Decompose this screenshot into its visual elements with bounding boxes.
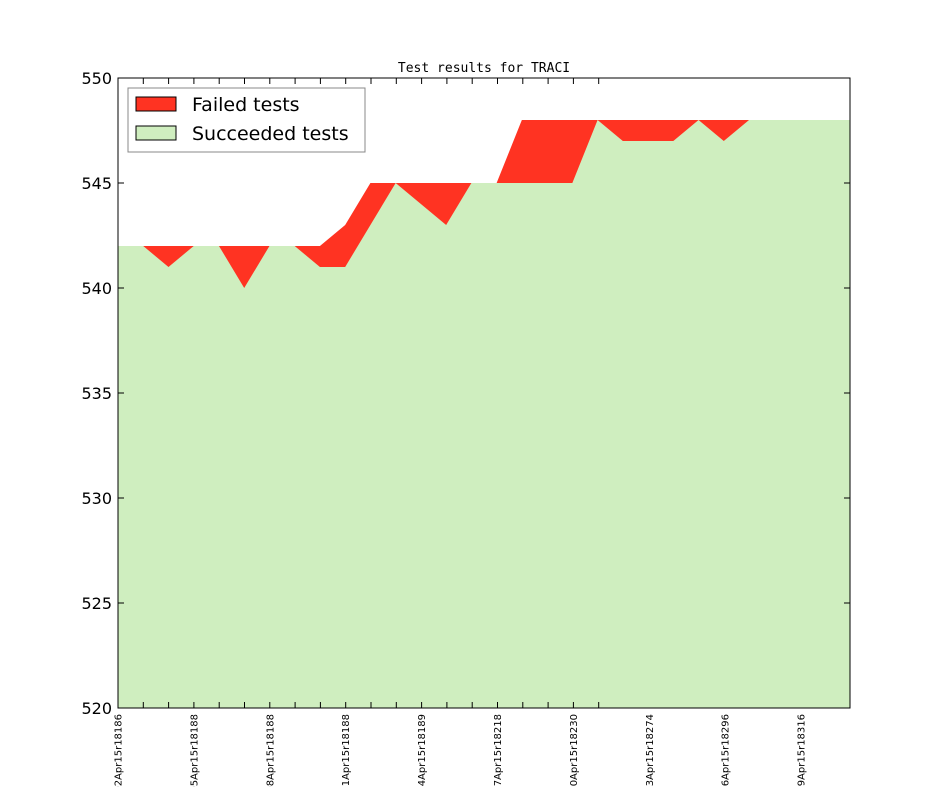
- x-tick-label: 05Apr15r18188: [189, 714, 200, 787]
- legend-label-succeeded: Succeeded tests: [192, 123, 349, 145]
- legend-swatch-failed: [135, 96, 177, 112]
- y-tick-label: 545: [81, 174, 112, 193]
- plot-area: [118, 78, 850, 708]
- y-axis-tick-labels: 520 525 530 535 540 545 550: [81, 69, 112, 718]
- x-axis-tick-labels: 02Apr15r18186 05Apr15r18188 08Apr15r18188 1…: [114, 714, 808, 787]
- plot-frame: [117, 77, 851, 709]
- x-tick-label: 26Apr15r18296: [721, 714, 732, 787]
- legend-swatch-succeeded: [135, 125, 177, 141]
- chart-title: Test results for TRACI: [398, 61, 570, 76]
- x-tick-label: 11Apr15r18188: [341, 714, 352, 787]
- legend: Failed tests Succeeded tests: [127, 87, 366, 153]
- legend-label-failed: Failed tests: [192, 94, 300, 116]
- succeeded-tests-area: [118, 120, 850, 708]
- x-tick-label: 02Apr15r18186: [114, 714, 125, 787]
- x-tick-label: 14Apr15r18189: [417, 714, 428, 787]
- x-tick-label: 29Apr15r18316: [797, 714, 808, 787]
- y-tick-label: 525: [81, 594, 112, 613]
- x-tick-label: 08Apr15r18188: [265, 714, 276, 787]
- x-tick-label: 17Apr15r18218: [493, 714, 504, 787]
- y-tick-label: 540: [81, 279, 112, 298]
- x-tick-label: 23Apr15r18274: [645, 714, 656, 787]
- y-tick-label: 520: [81, 699, 112, 718]
- x-tick-label: 20Apr15r18230: [569, 714, 580, 787]
- y-tick-label: 535: [81, 384, 112, 403]
- y-tick-label: 530: [81, 489, 112, 508]
- y-tick-label: 550: [81, 69, 112, 88]
